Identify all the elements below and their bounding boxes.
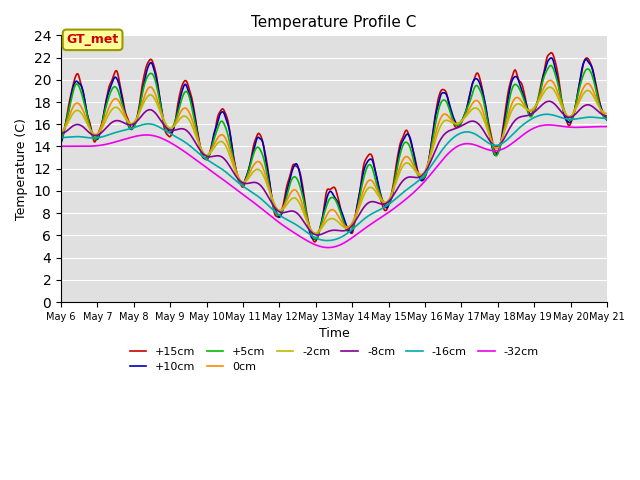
Line: +15cm: +15cm [61, 53, 607, 242]
Line: +5cm: +5cm [61, 65, 607, 239]
-32cm [545, 122, 552, 128]
-2cm [124, 118, 131, 124]
-2cm [207, 149, 215, 155]
-16cm [179, 138, 186, 144]
-8cm [124, 121, 131, 127]
-16cm [417, 175, 425, 181]
0cm [604, 113, 611, 119]
Line: -16cm: -16cm [61, 114, 607, 240]
+10cm [401, 134, 409, 140]
-32cm [604, 124, 611, 130]
+5cm [57, 137, 65, 143]
-2cm [67, 114, 75, 120]
+15cm [207, 143, 215, 149]
+15cm [124, 114, 131, 120]
0cm [67, 109, 75, 115]
-8cm [604, 113, 611, 119]
0cm [57, 129, 65, 134]
0cm [124, 117, 131, 122]
-8cm [417, 173, 425, 179]
+5cm [401, 140, 409, 145]
-8cm [401, 176, 409, 181]
-16cm [57, 135, 65, 141]
-2cm [312, 231, 319, 237]
+5cm [312, 236, 319, 242]
-8cm [545, 98, 552, 104]
+15cm [604, 114, 611, 120]
Legend: +15cm, +10cm, +5cm, 0cm, -2cm, -8cm, -16cm, -32cm: +15cm, +10cm, +5cm, 0cm, -2cm, -8cm, -16… [125, 342, 543, 376]
+5cm [67, 98, 75, 104]
-8cm [67, 125, 75, 131]
0cm [401, 154, 409, 160]
+15cm [57, 131, 65, 137]
Text: GT_met: GT_met [67, 33, 119, 47]
+15cm [311, 239, 319, 245]
+10cm [179, 87, 186, 93]
-32cm [417, 182, 425, 188]
+15cm [67, 92, 75, 97]
Line: -2cm: -2cm [61, 87, 607, 234]
-32cm [401, 197, 409, 203]
0cm [547, 77, 554, 83]
-16cm [67, 134, 75, 140]
0cm [207, 147, 215, 153]
0cm [312, 230, 319, 236]
-32cm [67, 144, 75, 149]
Title: Temperature Profile C: Temperature Profile C [252, 15, 417, 30]
+10cm [417, 178, 425, 183]
-2cm [179, 114, 186, 120]
-8cm [207, 154, 215, 159]
+10cm [57, 140, 65, 145]
+5cm [207, 145, 215, 151]
+15cm [548, 50, 556, 56]
-16cm [543, 111, 551, 117]
-32cm [124, 136, 131, 142]
-8cm [314, 232, 321, 238]
-2cm [57, 129, 65, 134]
+10cm [312, 237, 319, 242]
Y-axis label: Temperature (C): Temperature (C) [15, 118, 28, 220]
+15cm [417, 177, 425, 182]
-16cm [401, 188, 409, 194]
-8cm [57, 131, 65, 136]
+10cm [67, 95, 75, 100]
0cm [417, 172, 425, 178]
+10cm [124, 119, 131, 125]
-8cm [179, 126, 186, 132]
+15cm [401, 129, 409, 134]
-2cm [401, 161, 409, 167]
-16cm [324, 238, 332, 243]
+5cm [179, 94, 186, 100]
-32cm [179, 147, 186, 153]
+10cm [207, 144, 215, 150]
-32cm [57, 144, 65, 149]
Line: -32cm: -32cm [61, 125, 607, 248]
-32cm [207, 168, 215, 174]
0cm [179, 107, 186, 112]
+10cm [604, 118, 611, 123]
+15cm [179, 82, 186, 87]
-16cm [604, 116, 611, 121]
+5cm [417, 175, 425, 181]
-32cm [324, 245, 332, 251]
X-axis label: Time: Time [319, 327, 349, 340]
-16cm [207, 159, 215, 165]
-2cm [604, 111, 611, 117]
+10cm [547, 55, 555, 61]
Line: -8cm: -8cm [61, 101, 607, 235]
-16cm [124, 127, 131, 132]
+5cm [547, 62, 555, 68]
Line: 0cm: 0cm [61, 80, 607, 233]
+5cm [604, 117, 611, 122]
-2cm [417, 173, 425, 179]
Line: +10cm: +10cm [61, 58, 607, 240]
+5cm [124, 119, 131, 124]
-2cm [547, 84, 554, 90]
